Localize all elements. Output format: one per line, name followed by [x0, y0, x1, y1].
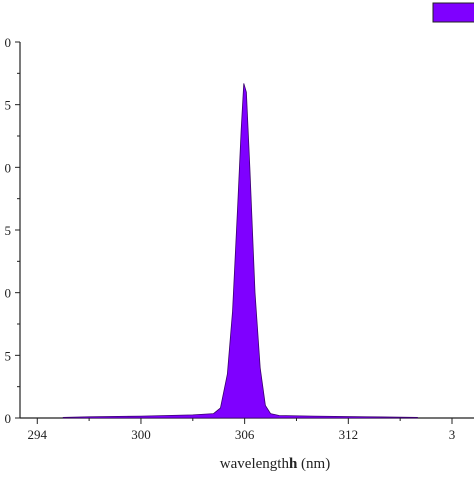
x-axis-title: wavelengthh (nm) — [220, 456, 330, 472]
y-tick-label: 5 — [5, 223, 12, 238]
y-tick-label: 0 — [5, 411, 12, 426]
x-tick-label: 294 — [28, 427, 48, 442]
y-tick-label: 0 — [5, 160, 12, 175]
x-axis-title-bold-letter: h — [289, 456, 298, 472]
legend-swatch — [432, 2, 474, 23]
x-axis-title-prefix: wavelength — [220, 456, 290, 472]
x-tick-label: 306 — [235, 427, 255, 442]
x-axis-title-suffix: (nm) — [297, 456, 330, 472]
x-tick-label: 312 — [339, 427, 359, 442]
y-tick-label: 5 — [5, 98, 12, 113]
x-axis-ticks: 294 300 306 312 3 — [28, 418, 456, 442]
y-tick-label: 5 — [5, 348, 12, 363]
x-tick-label: 3 — [449, 427, 456, 442]
y-tick-label: 0 — [5, 286, 12, 301]
spectrum-area — [62, 83, 418, 419]
y-tick-label: 0 — [5, 35, 12, 50]
x-tick-label: 300 — [131, 427, 151, 442]
plot-area — [62, 83, 418, 419]
y-axis-ticks: 0 5 0 5 0 5 0 — [5, 35, 20, 426]
